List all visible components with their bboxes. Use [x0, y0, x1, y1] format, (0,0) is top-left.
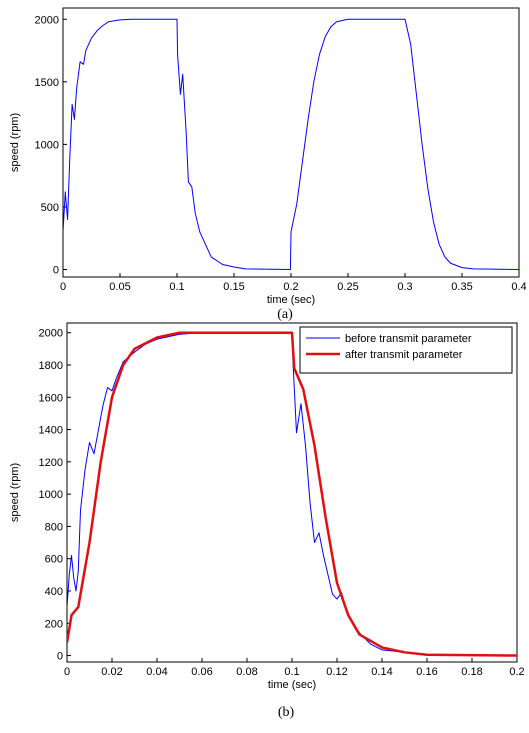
x-tick-label: 0.04 — [146, 666, 167, 678]
x-tick-label: 0.12 — [326, 666, 347, 678]
x-tick-label: 0.4 — [511, 281, 526, 293]
y-tick-label: 0 — [53, 264, 59, 276]
y-tick-label: 800 — [45, 521, 63, 533]
x-tick-label: 0.15 — [223, 281, 244, 293]
y-tick-label: 1800 — [39, 360, 63, 372]
y-tick-label: 0 — [57, 651, 63, 663]
y-tick-label: 200 — [45, 618, 63, 630]
x-tick-label: 0.25 — [337, 281, 358, 293]
y-tick-label: 500 — [41, 202, 59, 214]
x-tick-label: 0.02 — [101, 666, 122, 678]
legend-box — [299, 326, 513, 374]
x-axis-label: time (sec) — [267, 294, 315, 306]
x-tick-label: 0.16 — [416, 666, 437, 678]
x-tick-label: 0.35 — [451, 281, 472, 293]
y-tick-label: 1000 — [39, 489, 63, 501]
y-tick-label: 1200 — [39, 457, 63, 469]
y-tick-label: 400 — [45, 586, 63, 598]
data-line — [67, 331, 517, 657]
data-line — [63, 18, 519, 270]
caption: (a) — [277, 307, 293, 322]
legend-label: before transmit parameter — [345, 333, 472, 345]
y-axis-label: speed (rpm) — [9, 113, 21, 172]
x-tick-label: 0.3 — [397, 281, 412, 293]
y-tick-label: 1400 — [39, 425, 63, 437]
x-tick-label: 0.1 — [284, 666, 299, 678]
legend-label: after transmit parameter — [345, 349, 463, 361]
x-tick-label: 0.2 — [283, 281, 298, 293]
x-tick-label: 0.2 — [509, 666, 524, 678]
x-tick-label: 0 — [60, 281, 66, 293]
y-axis-label: speed (rpm) — [9, 463, 21, 522]
y-tick-label: 1600 — [39, 392, 63, 404]
x-tick-label: 0.1 — [169, 281, 184, 293]
y-tick-label: 2000 — [39, 328, 63, 340]
x-tick-label: 0.06 — [191, 666, 212, 678]
caption: (b) — [278, 705, 295, 720]
y-tick-label: 600 — [45, 554, 63, 566]
y-tick-label: 1000 — [35, 139, 59, 151]
x-tick-label: 0 — [64, 666, 70, 678]
x-axis-label: time (sec) — [268, 679, 316, 691]
y-tick-label: 2000 — [35, 14, 59, 26]
x-tick-label: 0.14 — [371, 666, 392, 678]
y-tick-label: 1500 — [35, 77, 59, 89]
plot-area — [66, 322, 518, 663]
x-tick-label: 0.18 — [461, 666, 482, 678]
x-tick-label: 0.05 — [109, 281, 130, 293]
x-tick-label: 0.08 — [236, 666, 257, 678]
